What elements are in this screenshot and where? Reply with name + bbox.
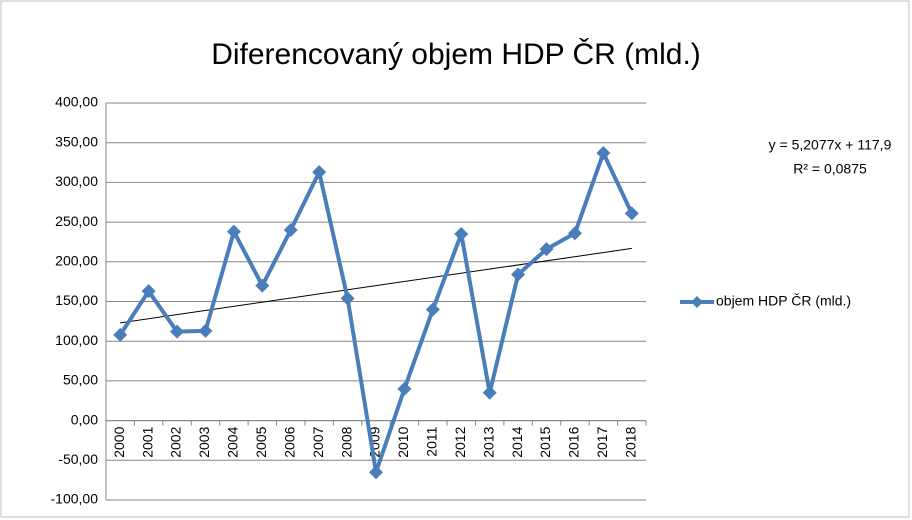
y-tick-label: 0,00 xyxy=(71,411,98,427)
data-point xyxy=(596,146,611,161)
data-point xyxy=(369,465,383,480)
data-point xyxy=(340,291,355,306)
data-point xyxy=(283,223,298,238)
y-tick-label: 200,00 xyxy=(55,253,98,269)
x-tick-label: 2007 xyxy=(310,426,326,457)
data-point xyxy=(255,278,270,293)
data-point xyxy=(226,224,241,239)
data-point xyxy=(624,206,639,221)
x-tick-label: 2005 xyxy=(253,426,269,457)
data-point xyxy=(312,165,327,180)
data-point xyxy=(113,327,128,342)
trendline-r2: R² = 0,0875 xyxy=(793,161,867,177)
x-tick-label: 2006 xyxy=(281,426,297,457)
trendline-equation: y = 5,2077x + 117,9 xyxy=(769,137,892,153)
data-point xyxy=(425,302,440,317)
y-tick-label: 100,00 xyxy=(55,332,98,348)
y-tick-label: 50,00 xyxy=(63,372,98,388)
y-tick-label: 400,00 xyxy=(55,94,98,110)
x-tick-label: 2011 xyxy=(424,426,440,456)
data-point xyxy=(511,267,526,282)
x-tick-label: 2013 xyxy=(480,426,496,457)
x-tick-label: 2008 xyxy=(338,426,354,457)
x-tick-label: 2016 xyxy=(566,426,582,457)
data-point xyxy=(567,226,582,241)
y-tick-label: 350,00 xyxy=(55,133,98,149)
x-tick-label: 2001 xyxy=(139,426,155,457)
legend-marker xyxy=(691,296,703,308)
x-tick-label: 2015 xyxy=(537,426,553,457)
y-tick-label: 300,00 xyxy=(55,173,98,189)
chart-title: Diferencovaný objem HDP ČR (mld.) xyxy=(211,37,701,71)
x-tick-label: 2017 xyxy=(594,426,610,457)
x-tick-label: 2012 xyxy=(452,426,468,457)
data-point xyxy=(198,323,213,338)
data-point xyxy=(454,227,469,242)
trendline xyxy=(120,247,632,324)
x-tick-label: 2000 xyxy=(111,426,127,457)
y-tick-label: -50,00 xyxy=(58,451,98,467)
data-point xyxy=(141,284,156,299)
x-tick-label: 2004 xyxy=(225,426,241,457)
x-tick-label: 2002 xyxy=(168,426,184,457)
x-tick-label: 2014 xyxy=(509,426,525,457)
data-point xyxy=(170,324,185,339)
x-tick-label: 2003 xyxy=(196,426,212,457)
data-point xyxy=(397,381,412,396)
data-point xyxy=(539,242,554,257)
x-tick-label: 2010 xyxy=(395,426,411,457)
y-tick-label: -100,00 xyxy=(51,491,99,507)
y-tick-label: 150,00 xyxy=(55,292,98,308)
x-tick-label: 2018 xyxy=(622,426,638,457)
legend-label: objem HDP ČR (mld.) xyxy=(716,293,851,309)
y-tick-label: 250,00 xyxy=(55,213,98,229)
data-point xyxy=(482,385,497,400)
